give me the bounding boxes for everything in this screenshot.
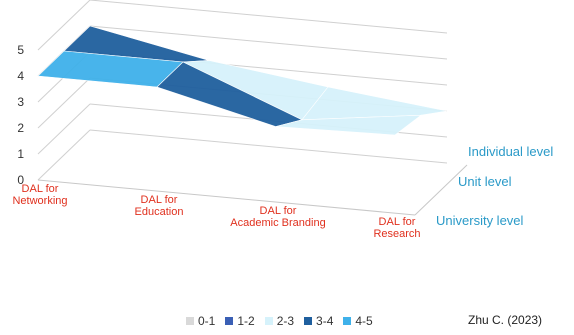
floor-right-edge [414, 164, 468, 216]
legend-item: 2-3 [264, 314, 295, 328]
z-tick-label: 4 [17, 69, 24, 83]
legend-swatch-0 [186, 317, 194, 325]
z-tick-label: 2 [17, 121, 24, 135]
legend-item: 0-1 [186, 314, 215, 328]
legend-swatch-4 [343, 317, 352, 325]
gridline-side [37, 77, 91, 129]
series-label: University level [436, 213, 524, 228]
gridline-back [89, 129, 448, 164]
legend: 0-1 1-2 2-3 3-4 4-5 [186, 314, 383, 328]
surface-patch [301, 86, 448, 121]
gridline-side [37, 129, 91, 181]
series-label: Unit level [458, 174, 512, 189]
z-tick-label: 1 [17, 147, 24, 161]
legend-label-4: 4-5 [355, 314, 373, 328]
legend-swatch-2 [264, 317, 273, 325]
legend-item: 4-5 [343, 314, 373, 328]
legend-label-3: 3-4 [316, 314, 334, 328]
category-label: DAL for Education [135, 194, 184, 218]
z-tick-label: 0 [17, 173, 24, 187]
z-tick-label: 5 [17, 43, 24, 57]
category-label: DAL for Academic Branding [230, 205, 325, 229]
legend-label-0: 0-1 [198, 314, 216, 328]
gridline-side [37, 103, 91, 155]
z-tick-label: 3 [17, 95, 24, 109]
floor-front-edge [37, 179, 416, 216]
category-label: DAL for Research [373, 216, 420, 240]
legend-item: 3-4 [304, 314, 333, 328]
gridline-back [89, 0, 448, 34]
legend-label-2: 2-3 [276, 314, 295, 328]
legend-label-1: 1-2 [237, 314, 255, 328]
category-label: DAL for Networking [12, 183, 67, 207]
legend-item: 1-2 [225, 314, 255, 328]
credit-text: Zhu C. (2023) [468, 313, 543, 327]
legend-swatch-3 [304, 317, 313, 325]
surface-patch [275, 114, 422, 136]
gridline-back [89, 25, 448, 60]
legend-swatch-1 [225, 317, 234, 325]
series-label: Individual level [468, 144, 553, 159]
gridline-side [37, 0, 91, 51]
